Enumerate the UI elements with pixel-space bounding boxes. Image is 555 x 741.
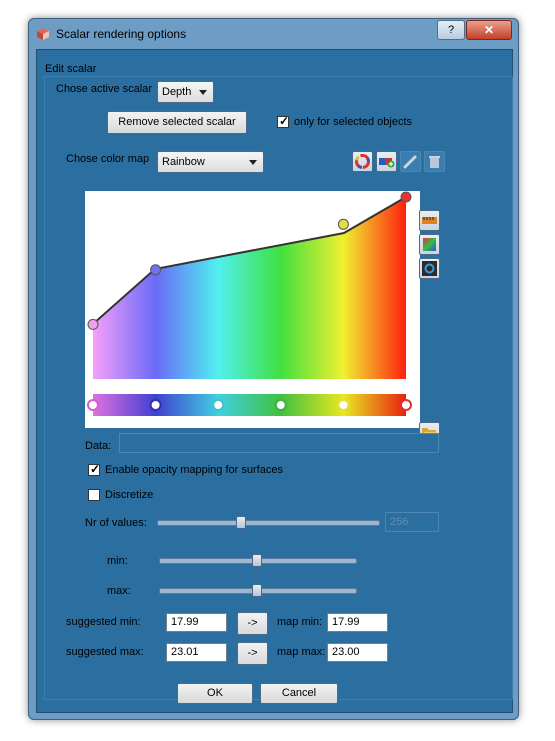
opacity-checkbox[interactable]: ✓ xyxy=(88,462,101,476)
only-selected-checkbox[interactable]: ✓ xyxy=(277,114,290,128)
group-title: Edit scalar xyxy=(45,63,97,75)
delete-colormap-button[interactable] xyxy=(424,151,445,172)
active-scalar-label: Chose active scalar xyxy=(56,83,152,95)
checkmark-icon: ✓ xyxy=(90,462,101,476)
checkmark-icon: ✓ xyxy=(279,114,290,128)
opacity-node[interactable] xyxy=(150,264,162,276)
map-max-label: map max: xyxy=(277,646,326,658)
window-title: Scalar rendering options xyxy=(56,27,187,41)
title-bar[interactable]: Scalar rendering options ? ✕ xyxy=(29,19,518,49)
color-map-value: Rainbow xyxy=(162,156,205,168)
opacity-label: Enable opacity mapping for surfaces xyxy=(105,464,283,476)
suggested-max-label: suggested max: xyxy=(66,646,144,658)
opacity-node[interactable] xyxy=(87,318,99,330)
remove-scalar-button[interactable]: Remove selected scalar xyxy=(107,111,247,134)
gradient-button[interactable] xyxy=(419,234,440,255)
suggested-max-field[interactable]: 23.01 xyxy=(166,643,227,662)
active-scalar-combo[interactable]: Depth xyxy=(157,81,214,103)
color-node[interactable] xyxy=(400,399,412,411)
colorbar xyxy=(93,394,406,416)
data-field[interactable] xyxy=(119,433,439,453)
min-slider-handle[interactable] xyxy=(252,554,262,567)
add-colormap-icon xyxy=(379,158,395,168)
nr-values-field[interactable]: 256 xyxy=(385,512,439,532)
opacity-points xyxy=(87,191,412,330)
colormap-canvas xyxy=(87,191,412,416)
nr-values-slider-groove[interactable] xyxy=(157,520,380,526)
color-points xyxy=(87,399,412,411)
color-node[interactable] xyxy=(337,399,350,411)
suggested-min-field[interactable]: 17.99 xyxy=(166,613,227,632)
map-min-field[interactable]: 17.99 xyxy=(327,613,388,632)
nr-values-slider-handle[interactable] xyxy=(235,516,246,529)
gradient-icon xyxy=(423,238,436,251)
ruler-icon xyxy=(422,217,437,224)
color-wheel-button[interactable] xyxy=(352,151,373,172)
cancel-button[interactable]: Cancel xyxy=(260,683,338,704)
edit-colormap-button[interactable] xyxy=(400,151,421,172)
discretize-checkbox[interactable] xyxy=(88,489,100,501)
max-slider-handle[interactable] xyxy=(252,584,262,597)
refresh-icon xyxy=(422,261,437,276)
color-map-label: Chose color map xyxy=(66,153,150,165)
active-scalar-value: Depth xyxy=(162,86,192,98)
data-label: Data: xyxy=(85,440,112,452)
discretize-label: Discretize xyxy=(105,489,154,501)
only-selected-label: only for selected objects xyxy=(294,116,413,128)
colormap-editor[interactable] xyxy=(85,191,420,428)
chevron-down-icon xyxy=(249,160,257,165)
color-node[interactable] xyxy=(149,399,162,411)
map-min-label: map min: xyxy=(277,616,323,628)
refresh-button[interactable] xyxy=(419,258,440,279)
color-wheel-icon xyxy=(355,154,370,169)
chevron-down-icon xyxy=(199,90,207,95)
max-label: max: xyxy=(107,585,131,597)
help-button[interactable]: ? xyxy=(437,20,465,40)
dialog-client: Edit scalar Chose active scalar Depth Re… xyxy=(36,49,513,713)
ruler-button[interactable] xyxy=(419,210,440,231)
min-label: min: xyxy=(107,555,128,567)
apply-max-button[interactable]: -> xyxy=(237,642,268,665)
opacity-node[interactable] xyxy=(337,218,349,230)
app-cube-icon xyxy=(37,28,49,40)
color-node[interactable] xyxy=(87,399,99,411)
map-max-field[interactable]: 23.00 xyxy=(327,643,388,662)
opacity-curve xyxy=(92,196,407,325)
close-button[interactable]: ✕ xyxy=(466,20,512,40)
opacity-area xyxy=(93,197,406,379)
edit-pen-icon xyxy=(403,155,417,169)
add-colormap-button[interactable] xyxy=(376,151,397,172)
dialog-window: Scalar rendering options ? ✕ Edit scalar… xyxy=(28,18,519,720)
nr-values-label: Nr of values: xyxy=(85,517,147,529)
trash-icon xyxy=(429,156,440,168)
ok-button[interactable]: OK xyxy=(177,683,253,704)
color-map-combo[interactable]: Rainbow xyxy=(157,151,264,173)
apply-min-button[interactable]: -> xyxy=(237,612,268,635)
color-node[interactable] xyxy=(274,399,287,411)
color-node[interactable] xyxy=(212,399,225,411)
opacity-node[interactable] xyxy=(400,191,412,203)
suggested-min-label: suggested min: xyxy=(66,616,141,628)
